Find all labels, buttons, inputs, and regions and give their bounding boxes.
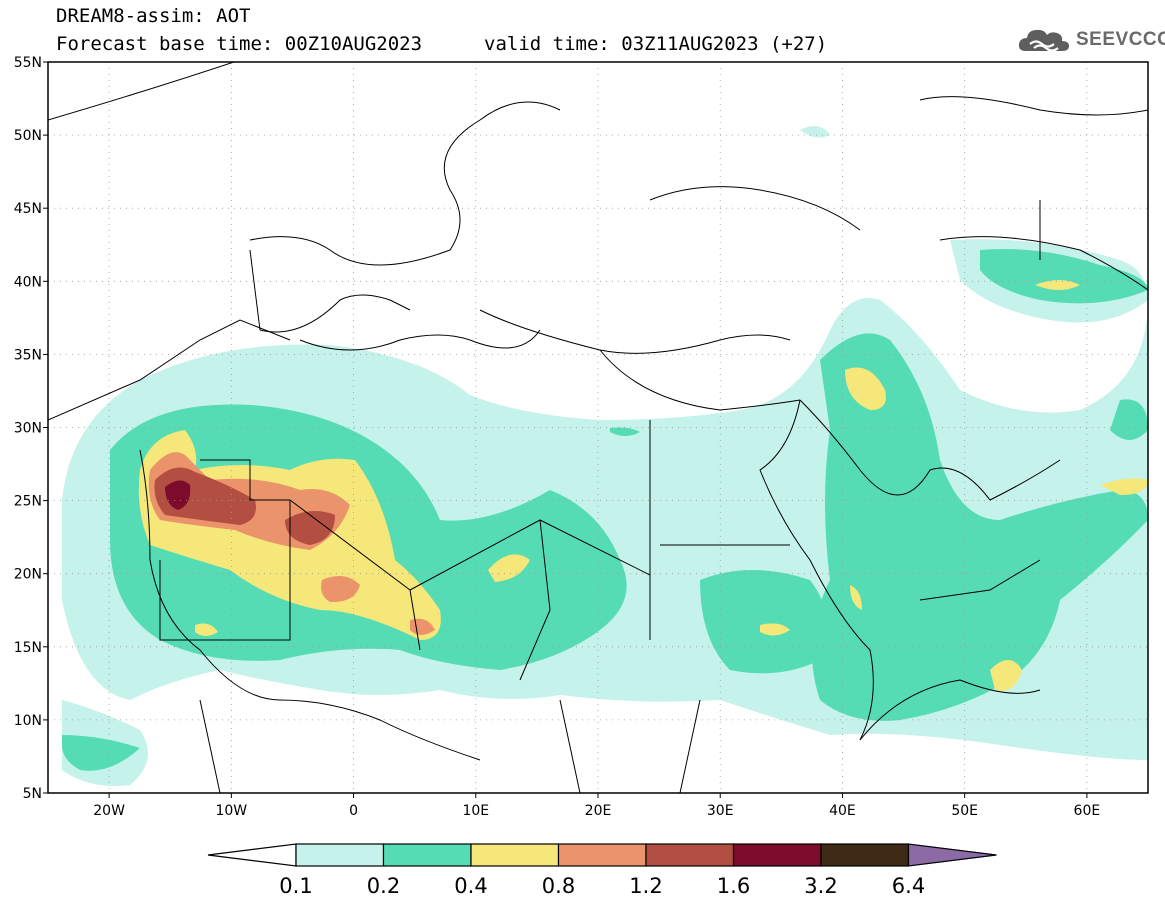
product-title: DREAM8-assim: AOT [56,5,251,27]
colorbar-label: 0.1 [279,874,312,898]
colorbar-label: 0.8 [542,874,575,898]
lon-label: 40E [829,803,856,819]
latitude-labels: 55N 50N 45N 40N 35N 30N 25N 20N 15N 10N 5N [14,55,48,802]
colorbar-box [645,843,735,867]
lon-label: 30E [707,803,734,819]
colorbar-label: 0.4 [454,874,487,898]
lat-label: 10N [14,713,42,729]
coastlines [48,62,1148,793]
lat-label: 55N [14,55,42,71]
lon-label: 0 [349,803,358,819]
lat-label: 15N [14,640,42,656]
lon-label: 20E [585,803,612,819]
colorbar-box [382,843,472,867]
lat-label: 25N [14,494,42,510]
colorbar-over-triangle [907,843,997,867]
colorbar-box [557,843,647,867]
valid-time: valid time: 03Z11AUG2023 (+27) [484,33,828,55]
colorbar-label: 1.2 [629,874,662,898]
colorbar-label: 3.2 [804,874,837,898]
lat-label: 5N [23,786,42,802]
lon-label: 10E [462,803,489,819]
forecast-times: Forecast base time: 00Z10AUG2023 valid ti… [56,33,827,55]
lon-label: 10W [215,803,247,819]
colorbar: 0.1 0.2 0.4 0.8 1.2 1.6 3.2 6.4 [207,843,997,898]
seevccc-logo: SEEVCCC [1016,25,1165,55]
colorbar-label: 6.4 [892,874,925,898]
lat-label: 50N [14,128,42,144]
cloud-icon [1018,29,1069,52]
colorbar-box [470,843,560,867]
logo-text: SEEVCCC [1076,29,1165,50]
colorbar-label: 0.2 [367,874,400,898]
colorbar-box [820,843,910,867]
aot-contour-1.6 [165,480,191,510]
base-time: Forecast base time: 00Z10AUG2023 [56,33,423,55]
colorbar-box [732,843,822,867]
colorbar-under-triangle [207,843,297,867]
lat-label: 40N [14,274,42,290]
lon-label: 60E [1074,803,1101,819]
lat-label: 45N [14,201,42,217]
lon-label: 20W [93,803,125,819]
colorbar-box [295,843,385,867]
lat-label: 30N [14,421,42,437]
lat-label: 35N [14,347,42,363]
aot-field [62,126,1148,786]
longitude-labels: 20W 10W 0 10E 20E 30E 40E 50E 60E [93,793,1100,819]
lon-label: 50E [951,803,978,819]
lat-label: 20N [14,567,42,583]
colorbar-label: 1.6 [717,874,750,898]
